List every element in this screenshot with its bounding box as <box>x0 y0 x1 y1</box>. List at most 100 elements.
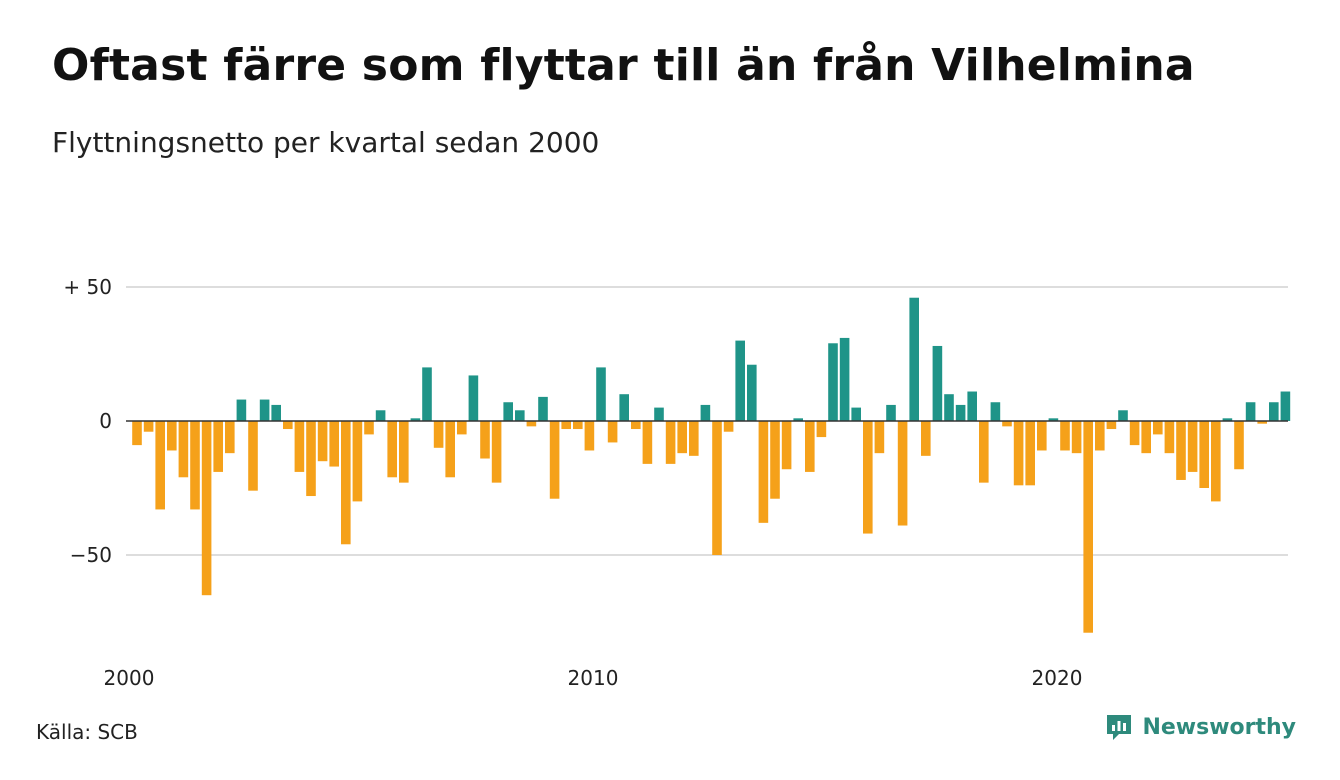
bar <box>167 421 177 451</box>
bar <box>1257 421 1267 424</box>
bar <box>306 421 316 497</box>
bar <box>758 421 769 523</box>
bar <box>457 421 467 435</box>
bar <box>1129 421 1140 446</box>
brand-logo: Newsworthy <box>1104 712 1296 742</box>
bar <box>561 421 571 430</box>
bar <box>190 421 200 510</box>
bar <box>990 402 1001 421</box>
bar <box>1095 421 1105 451</box>
bar <box>1013 421 1024 486</box>
bar <box>1002 421 1012 427</box>
bar <box>248 421 258 491</box>
bar <box>201 421 212 596</box>
bar <box>225 421 235 454</box>
bar <box>294 421 305 472</box>
y-tick-label: −50 <box>70 543 112 567</box>
brand-name: Newsworthy <box>1142 714 1296 740</box>
bar <box>1164 421 1175 454</box>
bar <box>886 404 896 421</box>
bar <box>503 402 513 421</box>
bar <box>178 421 189 478</box>
bar <box>1211 421 1221 502</box>
bar <box>433 421 444 448</box>
bar-chart: + 50 0 −50 2000 2010 2020 <box>63 275 1291 690</box>
bar <box>747 364 757 421</box>
bar <box>1118 410 1128 421</box>
bar <box>480 421 490 459</box>
y-axis-labels: + 50 0 −50 <box>63 275 112 567</box>
bar <box>1106 421 1117 430</box>
bar <box>921 421 931 456</box>
bar <box>364 421 374 435</box>
bar <box>851 407 861 421</box>
gridlines <box>126 286 1288 556</box>
bar <box>1083 421 1093 633</box>
source-label: Källa: SCB <box>36 720 138 744</box>
bar <box>283 421 293 430</box>
bar <box>317 421 328 462</box>
bar <box>1187 421 1198 472</box>
bar <box>979 421 989 483</box>
bar <box>1153 421 1163 435</box>
y-tick-label: + 50 <box>63 275 112 299</box>
x-tick-label: 2020 <box>1032 666 1083 690</box>
x-tick-label: 2000 <box>104 666 155 690</box>
bar <box>155 421 165 510</box>
bar <box>399 421 409 483</box>
bar <box>932 345 943 421</box>
bar <box>375 410 386 421</box>
bar <box>955 404 966 421</box>
bar <box>642 421 653 464</box>
bar <box>805 421 815 472</box>
bar <box>700 404 711 421</box>
bar <box>1025 421 1035 486</box>
bar <box>712 421 722 555</box>
bar <box>631 421 641 430</box>
bar <box>1269 402 1279 421</box>
bar <box>341 421 351 545</box>
x-tick-label: 2010 <box>568 666 619 690</box>
bar <box>259 399 270 421</box>
bar <box>770 421 780 499</box>
y-tick-label: 0 <box>99 409 112 433</box>
bar <box>665 421 676 464</box>
bar <box>596 367 606 421</box>
bar <box>1222 418 1233 421</box>
bar <box>735 340 745 421</box>
chart-subtitle: Flyttningsnetto per kvartal sedan 2000 <box>52 126 600 159</box>
bar <box>573 421 583 430</box>
bar <box>944 394 954 421</box>
bar <box>352 421 363 502</box>
bar <box>526 421 537 427</box>
bar <box>329 421 339 467</box>
bar <box>607 421 618 443</box>
bar <box>816 421 827 438</box>
bar <box>1234 421 1244 470</box>
newsworthy-logo-icon <box>1107 715 1132 740</box>
bar <box>422 367 432 421</box>
bar <box>410 418 421 421</box>
bar <box>468 375 479 421</box>
bars <box>132 297 1291 633</box>
bar <box>689 421 699 456</box>
bar <box>1071 421 1082 454</box>
bar <box>549 421 560 499</box>
bar <box>445 421 455 478</box>
bar <box>967 391 977 421</box>
bar <box>491 421 502 483</box>
bar <box>213 421 223 472</box>
bar <box>897 421 908 526</box>
bar <box>236 399 247 421</box>
bar <box>1245 402 1256 421</box>
bar <box>1280 391 1291 421</box>
bar <box>1037 421 1047 451</box>
bar <box>1141 421 1151 454</box>
bar <box>1176 421 1186 480</box>
chart-title: Oftast färre som flyttar till än från Vi… <box>52 40 1195 91</box>
bar <box>387 421 397 478</box>
bar <box>654 407 664 421</box>
bar <box>538 396 548 421</box>
bar <box>863 421 873 534</box>
bar <box>132 421 142 446</box>
